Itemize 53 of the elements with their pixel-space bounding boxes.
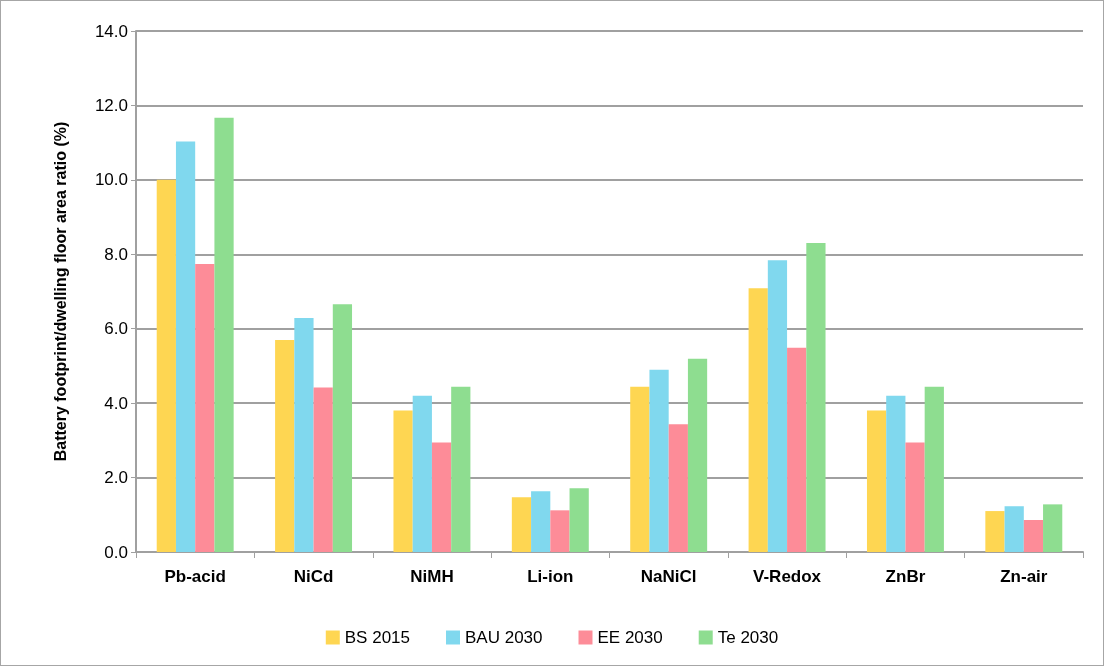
bar (511, 497, 532, 552)
bar (294, 317, 314, 552)
bar (550, 510, 570, 552)
bar (275, 339, 295, 552)
bar (569, 488, 589, 552)
bar (866, 410, 887, 552)
bar (886, 395, 906, 552)
bar (985, 511, 1005, 552)
x-tick-label: Zn-air (1000, 567, 1048, 586)
x-tick-label: NiCd (293, 567, 334, 586)
y-tick-label: 4.0 (104, 393, 128, 413)
y-tick-label: 2.0 (104, 468, 128, 488)
legend-label: EE 2030 (597, 628, 663, 647)
y-tick-label: 10.0 (94, 170, 128, 190)
bar (195, 263, 215, 552)
x-tick-label: NaNiCl (640, 567, 697, 586)
bar (451, 386, 471, 552)
bar (1004, 506, 1024, 552)
x-tick-label: Li-ion (527, 567, 574, 586)
bar (668, 424, 688, 552)
bar (748, 288, 768, 552)
x-tick-label: NiMH (410, 567, 454, 586)
y-axis-title: Battery footprint/dwelling floor area ratio (%) (51, 121, 69, 462)
bar (767, 260, 788, 552)
bar (905, 442, 925, 552)
legend-label: Te 2030 (717, 628, 779, 647)
x-tick-label: V-Redox (753, 567, 822, 586)
y-tick-label: 6.0 (104, 319, 128, 339)
bar (175, 141, 196, 552)
x-tick-label: ZnBr (885, 567, 926, 586)
bar (687, 358, 708, 552)
x-tick-label: Pb-acid (164, 567, 226, 586)
bar (313, 387, 333, 552)
bar (1023, 520, 1044, 552)
bar (531, 491, 551, 552)
bar (156, 179, 176, 552)
bar (630, 386, 650, 552)
bar (649, 369, 669, 552)
bar (1043, 504, 1063, 552)
bar (787, 347, 807, 552)
bar (412, 395, 432, 552)
bar (924, 386, 944, 552)
y-tick-label: 8.0 (104, 244, 128, 264)
y-tick-label: 0.0 (104, 542, 128, 562)
bar (806, 243, 826, 552)
y-tick-label: 14.0 (94, 21, 128, 41)
y-tick-label: 12.0 (94, 95, 128, 115)
bar (332, 304, 353, 552)
bar (214, 117, 234, 552)
legend-label: BAU 2030 (465, 628, 543, 647)
legend-label: BS 2015 (344, 628, 411, 647)
bar (393, 410, 413, 552)
bar (431, 442, 452, 552)
